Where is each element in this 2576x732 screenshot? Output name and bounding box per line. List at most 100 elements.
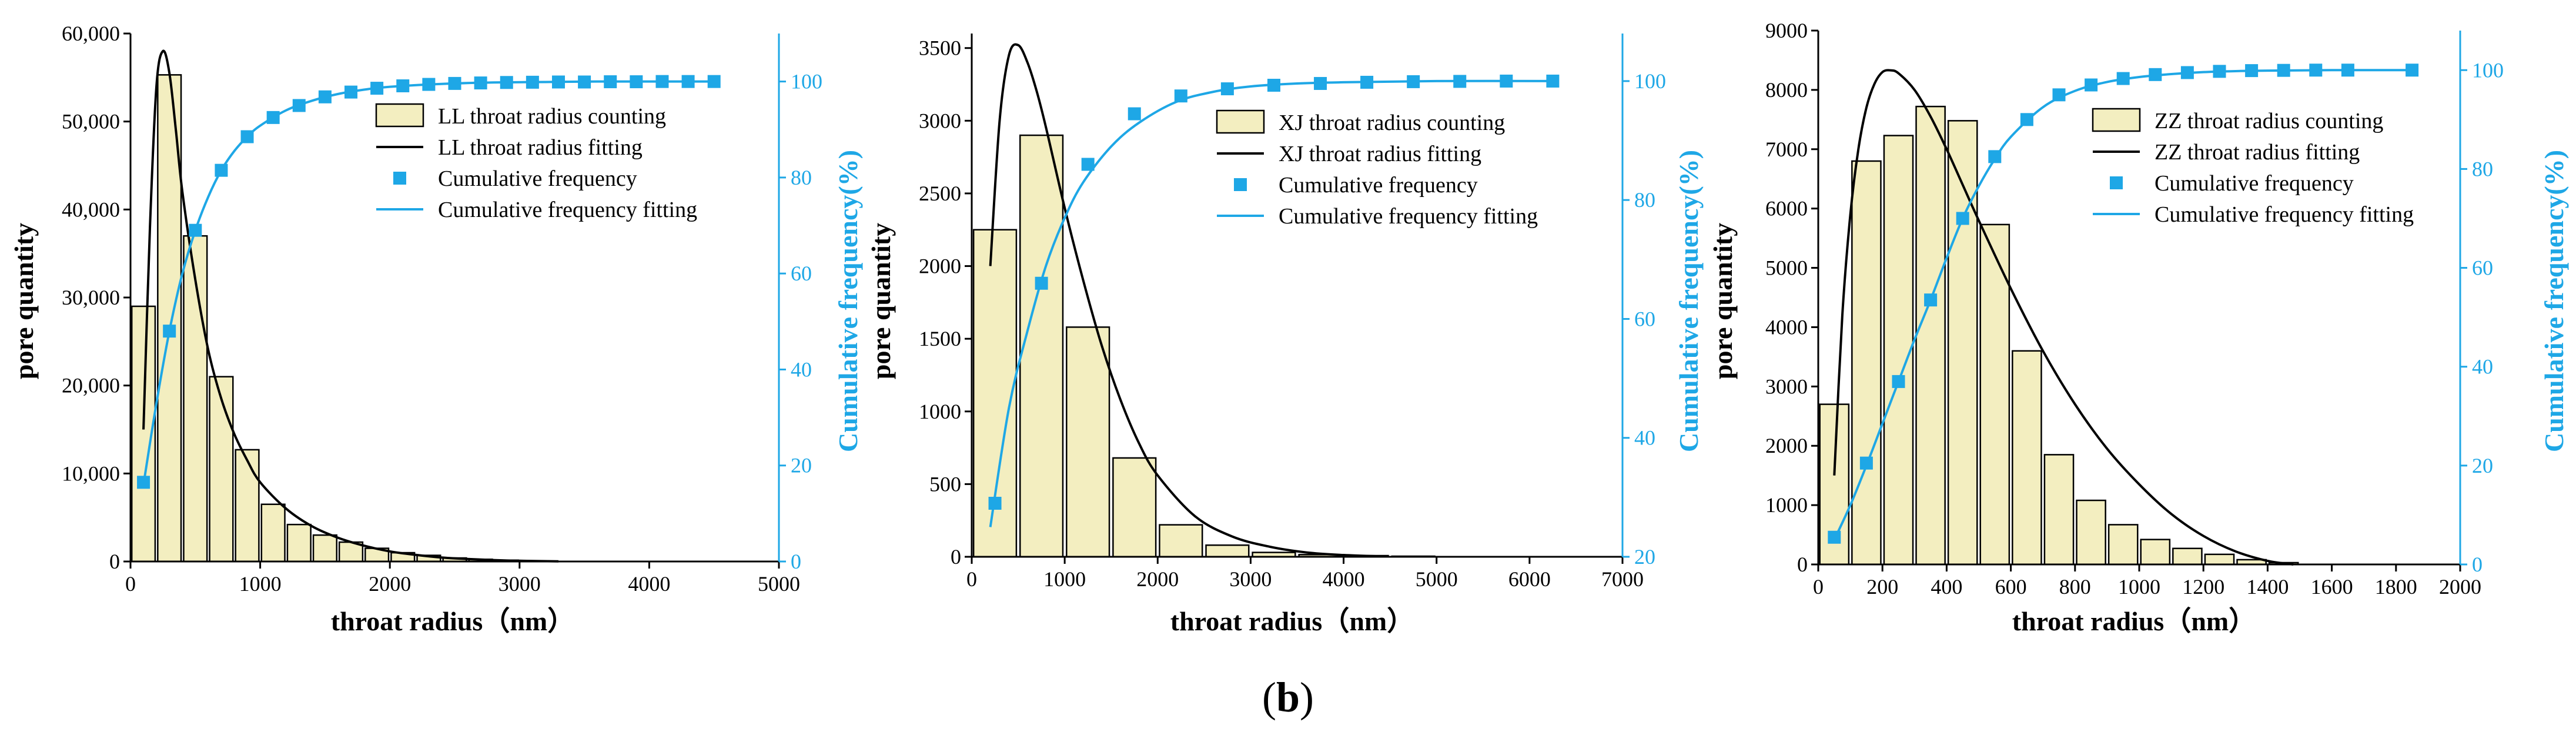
chart-zz-xtick-label-5: 1000	[2118, 575, 2160, 599]
chart-ll-bar-7	[312, 534, 338, 563]
chart-xj-cum-point-1	[1035, 276, 1048, 290]
chart-xj-cum-point-8	[1360, 75, 1374, 89]
chart-zz-legend-label-3: Cumulative frequency fitting	[2155, 202, 2414, 227]
chart-zz-cum-point-0	[1828, 530, 1841, 544]
chart-ll: throat radius（nm） pore quantity Cumulati…	[9, 22, 863, 636]
chart-zz-ytick-label-9: 9000	[1765, 19, 1808, 42]
chart-zz-cum-point-8	[2085, 78, 2098, 92]
chart-zz-cum-point-5	[1988, 150, 2002, 163]
chart-zz-cum-point-14	[2277, 63, 2290, 77]
chart-zz-cum-point-16	[2341, 63, 2354, 77]
chart-ll-cum-point-14	[500, 76, 513, 89]
chart-ll-cum-point-0	[137, 476, 150, 489]
chart-xj-ytick-label-0: 0	[951, 545, 961, 569]
chart-zz-cum-point-12	[2213, 65, 2226, 78]
chart-ll-xtick-label-5: 5000	[758, 572, 800, 596]
chart-zz-y2tick-label-3: 60	[2472, 256, 2493, 280]
chart-zz-cum-point-17	[2406, 63, 2419, 77]
chart-xj-ytick-label-4: 2000	[919, 255, 961, 278]
chart-ll-cum-point-4	[240, 130, 254, 143]
chart-ll-y2tick-label-0: 0	[791, 550, 801, 573]
chart-ll-cum-point-8	[344, 85, 358, 99]
chart-zz-bar-6	[2012, 350, 2042, 566]
chart-xj-xtick-label-0: 0	[966, 567, 977, 591]
chart-ll-cum-point-7	[318, 90, 332, 103]
chart-xj-y2tick-label-2: 60	[1634, 307, 1655, 330]
chart-xj-legend-label-1: XJ throat radius fitting	[1279, 142, 1481, 166]
chart-zz-legend-label-0: ZZ throat radius counting	[2155, 109, 2383, 133]
chart-ll-cum-point-9	[370, 82, 384, 95]
chart-zz-legend-label-2: Cumulative frequency	[2155, 171, 2354, 196]
chart-ll-cum-point-1	[163, 325, 176, 338]
chart-xj-ytick-label-5: 2500	[919, 182, 961, 205]
chart-ll-xtick-label-3: 3000	[499, 572, 541, 596]
chart-xj-ytick-label-6: 3000	[919, 109, 961, 132]
caption-open: (	[1262, 674, 1276, 721]
chart-xj-bar-2	[1066, 326, 1110, 558]
chart-xj-xtick-label-2: 2000	[1136, 567, 1179, 591]
chart-zz-cum-point-13	[2245, 64, 2259, 78]
chart-zz-bar-11	[2172, 547, 2203, 566]
chart-xj-cum-point-5	[1220, 82, 1234, 96]
chart-ll-cum-point-5	[266, 111, 280, 124]
chart-zz-ytick-label-6: 6000	[1765, 197, 1808, 220]
chart-xj-ytick-label-2: 1000	[919, 400, 961, 423]
chart-zz-bar-2	[1883, 135, 1914, 566]
chart-ll-y2tick-label-3: 60	[791, 262, 812, 285]
chart-ll-ytick-label-1: 10,000	[62, 462, 120, 485]
chart-xj-ytick-label-1: 500	[929, 472, 961, 496]
chart-ll-cum-point-16	[551, 75, 565, 89]
chart-zz-xtick-label-9: 1800	[2375, 575, 2417, 599]
chart-zz-cum-fit-line	[1833, 69, 2413, 540]
chart-zz-y2tick-label-5: 100	[2472, 58, 2504, 82]
chart-ll-cum-point-17	[578, 75, 591, 89]
chart-xj-legend-label-2: Cumulative frequency	[1279, 173, 1478, 198]
chart-zz-xtick-label-3: 600	[1995, 575, 2027, 599]
chart-xj-cum-point-10	[1453, 75, 1467, 88]
chart-xj-legend-label-3: Cumulative frequency fitting	[1279, 204, 1538, 229]
chart-zz-ytick-label-0: 0	[1797, 553, 1808, 576]
chart-zz-ytick-label-8: 8000	[1765, 78, 1808, 102]
chart-ll-cum-point-18	[604, 75, 617, 89]
chart-xj-xlabel: throat radius（nm）	[1170, 606, 1414, 636]
chart-ll-cum-point-22	[707, 75, 721, 88]
chart-xj-bar-4	[1159, 524, 1203, 558]
chart-xj-legend-swatch-cum	[1234, 178, 1247, 191]
chart-xj-legend-label-0: XJ throat radius counting	[1279, 111, 1505, 135]
caption-close: )	[1300, 674, 1314, 721]
chart-zz-xtick-label-10: 2000	[2439, 575, 2481, 599]
chart-xj-ylabel: pore quantity	[866, 223, 896, 379]
chart-ll-xlabel: throat radius（nm）	[331, 606, 574, 636]
chart-ll-y2tick-label-5: 100	[791, 70, 822, 93]
chart-zz-ytick-label-5: 5000	[1765, 256, 1808, 280]
chart-ll-xtick-label-0: 0	[125, 572, 136, 596]
chart-ll-cum-point-10	[396, 79, 410, 92]
chart-zz-legend-swatch-bars	[2092, 108, 2141, 132]
chart-xj-cum-point-2	[1081, 158, 1095, 171]
chart-xj-xtick-label-6: 6000	[1508, 567, 1551, 591]
chart-zz-ylabel: pore quantity	[1708, 223, 1738, 379]
chart-zz-bar-9	[2107, 524, 2139, 566]
figure-caption: (b)	[1262, 674, 1314, 721]
chart-zz-bar-8	[2076, 499, 2106, 566]
chart-zz-cum-point-3	[1924, 293, 1938, 307]
caption-letter: b	[1276, 674, 1300, 721]
chart-ll-y2tick-label-2: 40	[791, 357, 812, 381]
chart-ll-y2label: Cumulative frequency(%)	[833, 150, 863, 452]
chart-xj-bar-3	[1112, 457, 1157, 558]
chart-ll-cum-point-20	[655, 75, 669, 88]
chart-xj-bar-5	[1205, 544, 1250, 558]
chart-zz-y2tick-label-1: 20	[2472, 454, 2493, 477]
chart-zz-cum-point-6	[2020, 113, 2033, 126]
chart-ll-y2tick-label-1: 20	[791, 454, 812, 477]
chart-ll-cum-point-13	[474, 76, 487, 90]
chart-zz-y2tick-label-4: 80	[2472, 157, 2493, 181]
chart-zz-y2tick-label-0: 0	[2472, 553, 2483, 576]
chart-xj-cum-point-7	[1314, 76, 1327, 90]
chart-xj-fit-line	[989, 43, 1381, 558]
chart-ll-legend-swatch-cum	[393, 172, 406, 185]
chart-xj-y2tick-label-0: 20	[1634, 545, 1655, 569]
chart-xj-cum-point-0	[988, 496, 1002, 510]
chart-ll-cum-fit-line	[142, 80, 714, 485]
chart-ll-y2tick-label-4: 80	[791, 166, 812, 189]
